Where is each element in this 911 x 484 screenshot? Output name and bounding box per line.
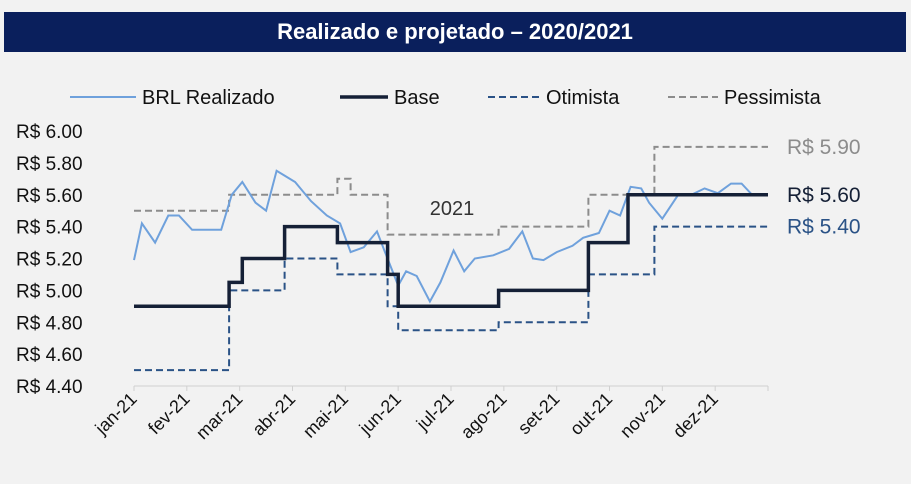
y-tick-label: R$ 5.00	[16, 281, 83, 302]
legend-label-brl-realizado: BRL Realizado	[142, 87, 275, 109]
x-tick-label: nov-21	[616, 389, 669, 442]
x-tick-label: mar-21	[192, 389, 246, 443]
x-tick-label: fev-21	[144, 389, 194, 439]
y-axis-ticks: R$ 4.40 R$ 4.60 R$ 4.80 R$ 5.00 R$ 5.20 R$ 5.…	[16, 122, 83, 398]
y-tick-label: R$ 5.40	[16, 218, 83, 239]
end-label-base: R$ 5.60	[787, 184, 861, 207]
end-label-pessimista: R$ 5.90	[787, 136, 861, 159]
x-tick-label: jun-21	[355, 389, 405, 439]
x-tick-label: jul-21	[412, 389, 458, 435]
legend-label-pessimista: Pessimista	[724, 87, 822, 109]
x-tick-label: abr-21	[248, 389, 299, 440]
x-tick-label: jan-21	[91, 389, 141, 439]
y-tick-label: R$ 5.20	[16, 250, 83, 271]
x-tick-label: ago-21	[457, 389, 511, 443]
legend-label-otimista: Otimista	[546, 87, 620, 109]
end-label-otimista: R$ 5.40	[787, 216, 861, 239]
x-tick-label: dez-21	[669, 389, 722, 442]
legend-label-base: Base	[394, 87, 440, 109]
y-tick-label: R$ 4.80	[16, 313, 83, 334]
year-annotation: 2021	[430, 198, 475, 220]
plot-area	[133, 145, 768, 372]
y-tick-label: R$ 5.80	[16, 154, 83, 175]
series-line-base	[134, 193, 768, 309]
series-line-brl-realizado	[133, 169, 768, 304]
y-tick-label: R$ 5.60	[16, 186, 83, 207]
y-tick-label: R$ 4.60	[16, 345, 83, 366]
y-tick-label: R$ 6.00	[16, 122, 83, 143]
chart-title: Realizado e projetado – 2020/2021	[277, 19, 633, 44]
series-line-otimista	[134, 225, 768, 372]
x-tick-label: mai-21	[299, 389, 352, 442]
series-line-pessimista	[134, 145, 768, 236]
y-tick-label: R$ 4.40	[16, 377, 83, 398]
x-tick-label: set-21	[514, 389, 564, 439]
chart-title-bar: Realizado e projetado – 2020/2021	[4, 12, 906, 52]
series-end-labels: R$ 5.60 R$ 5.40 R$ 5.90	[787, 136, 861, 239]
chart-legend: BRL Realizado Base Otimista Pessimista	[70, 87, 822, 109]
x-tick-label: out-21	[566, 389, 616, 439]
